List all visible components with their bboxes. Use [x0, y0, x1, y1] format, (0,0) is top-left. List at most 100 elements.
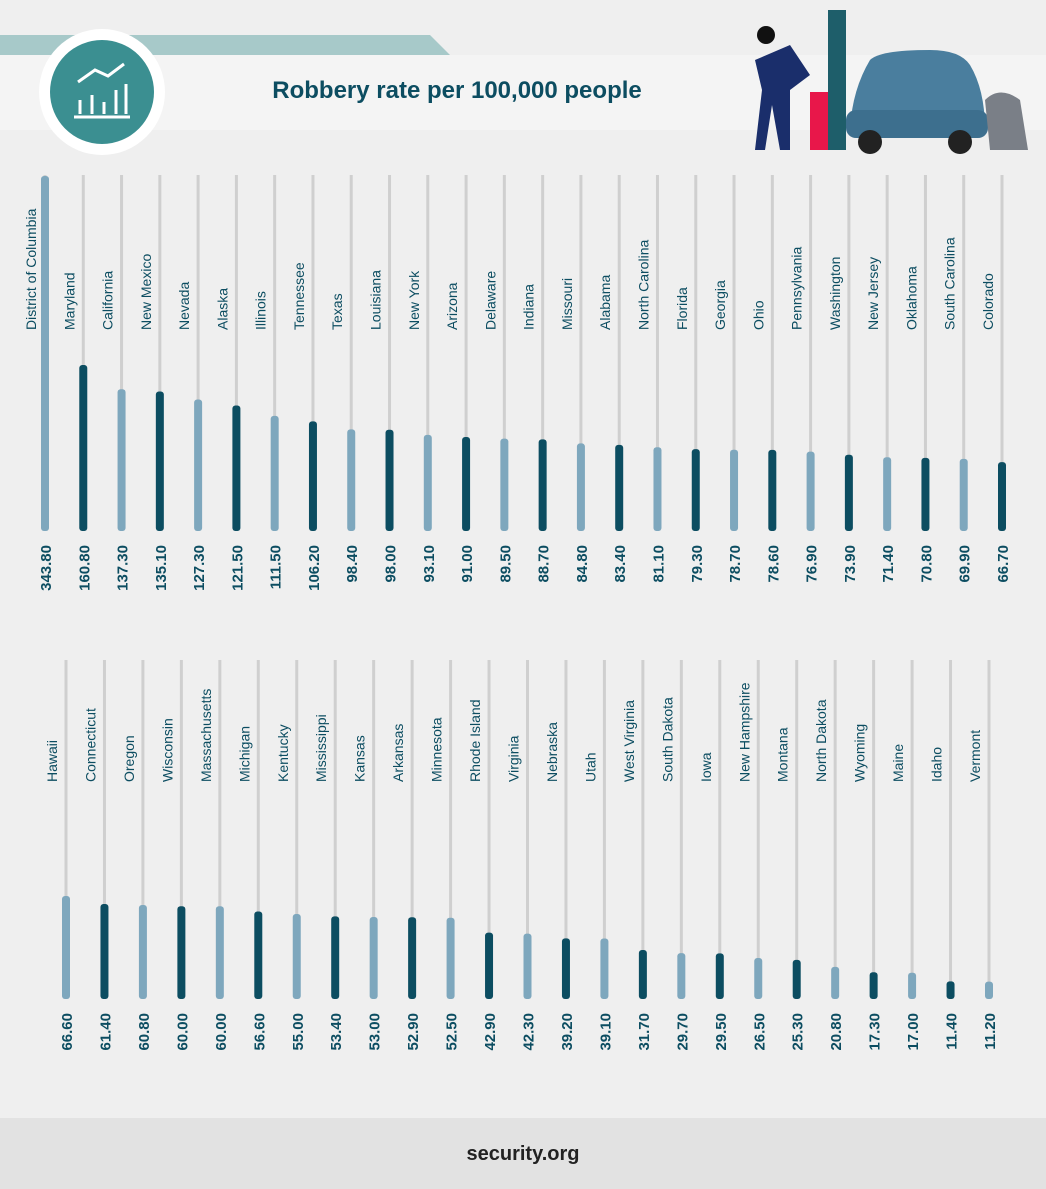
category-label: Arkansas: [390, 724, 406, 782]
category-label: Florida: [674, 287, 690, 330]
category-label: District of Columbia: [23, 208, 39, 330]
value-label: 73.90: [842, 545, 859, 583]
category-label: Montana: [775, 727, 791, 782]
category-label: Rhode Island: [467, 699, 483, 782]
category-label: South Carolina: [942, 237, 958, 330]
category-label: Wyoming: [852, 724, 868, 782]
bar: [998, 462, 1006, 531]
value-label: 53.40: [328, 1013, 345, 1051]
value-label: 66.70: [995, 545, 1012, 583]
bar: [423, 434, 432, 531]
footer-band: [0, 1118, 1046, 1189]
bar: [523, 933, 532, 999]
category-label: California: [100, 271, 116, 330]
bar: [921, 457, 930, 531]
category-label: Delaware: [482, 271, 498, 330]
bar: [959, 458, 968, 531]
value-label: 66.60: [59, 1013, 76, 1051]
value-label: 42.30: [521, 1013, 538, 1051]
bar: [538, 439, 547, 531]
bar: [138, 904, 147, 999]
value-label: 26.50: [751, 1013, 768, 1051]
category-label: Kentucky: [275, 724, 291, 782]
value-label: 60.00: [213, 1013, 230, 1051]
title: Robbery rate per 100,000 people: [272, 77, 642, 104]
value-label: 11.40: [944, 1013, 961, 1050]
bar: [331, 916, 340, 999]
bar: [946, 981, 955, 999]
category-label: Colorado: [980, 273, 996, 330]
value-label: 55.00: [290, 1013, 307, 1051]
value-label: 69.90: [957, 545, 974, 583]
category-label: Arizona: [444, 282, 460, 330]
value-label: 17.00: [905, 1013, 922, 1051]
category-label: Nebraska: [544, 722, 560, 782]
value-label: 25.30: [790, 1013, 807, 1051]
category-label: West Virginia: [621, 700, 637, 782]
value-label: 17.30: [867, 1013, 884, 1051]
category-label: Hawaii: [44, 740, 60, 782]
bar: [462, 437, 471, 531]
bar: [677, 953, 686, 999]
category-label: Oregon: [121, 735, 137, 782]
category-label: South Dakota: [659, 697, 675, 782]
value-label: 52.90: [405, 1013, 422, 1051]
bar: [792, 959, 801, 999]
value-label: 160.80: [76, 545, 93, 591]
value-label: 137.30: [115, 545, 132, 591]
category-label: North Carolina: [635, 240, 651, 330]
bar: [754, 958, 763, 999]
bar: [62, 896, 70, 999]
bar: [254, 911, 263, 999]
bar: [41, 176, 49, 531]
category-label: Tennessee: [291, 262, 307, 330]
bar: [100, 904, 109, 999]
category-label: Louisiana: [368, 270, 384, 330]
category-label: Missouri: [559, 278, 575, 330]
value-label: 52.50: [444, 1013, 461, 1051]
category-label: Georgia: [712, 280, 728, 330]
value-label: 39.10: [597, 1013, 614, 1051]
category-label: Wisconsin: [159, 718, 175, 782]
category-label: Utah: [582, 752, 598, 782]
value-label: 42.90: [482, 1013, 499, 1051]
category-label: New York: [406, 270, 422, 330]
category-label: Texas: [329, 293, 345, 330]
value-label: 83.40: [612, 545, 629, 583]
bar: [883, 457, 892, 531]
bar: [117, 389, 126, 531]
category-label: Mississippi: [313, 714, 329, 782]
bar: [308, 421, 317, 531]
bar: [768, 449, 777, 531]
category-label: New Mexico: [138, 254, 154, 330]
category-label: Maine: [890, 744, 906, 782]
value-label: 60.00: [174, 1013, 191, 1051]
illustration: [755, 10, 1028, 154]
bar: [194, 399, 203, 531]
value-label: 56.60: [251, 1013, 268, 1051]
bar: [985, 981, 993, 999]
value-label: 81.10: [650, 545, 667, 583]
value-label: 78.60: [765, 545, 782, 583]
category-label: Kansas: [352, 735, 368, 782]
value-label: 60.80: [136, 1013, 153, 1051]
bar: [806, 451, 815, 531]
category-label: Alaska: [214, 288, 230, 330]
category-label: North Dakota: [813, 699, 829, 782]
bar: [408, 917, 417, 999]
bar: [292, 913, 301, 999]
category-label: Oklahoma: [903, 266, 919, 330]
value-label: 29.50: [713, 1013, 730, 1051]
bar: [576, 443, 585, 531]
category-label: Pennsylvania: [789, 247, 805, 330]
value-label: 98.00: [383, 545, 400, 583]
bar: [385, 429, 394, 531]
bar: [730, 449, 739, 531]
category-label: Minnesota: [429, 717, 445, 782]
icon-disc: [50, 40, 154, 144]
bar: [715, 953, 724, 999]
value-label: 53.00: [367, 1013, 384, 1051]
category-label: New Jersey: [865, 257, 881, 330]
